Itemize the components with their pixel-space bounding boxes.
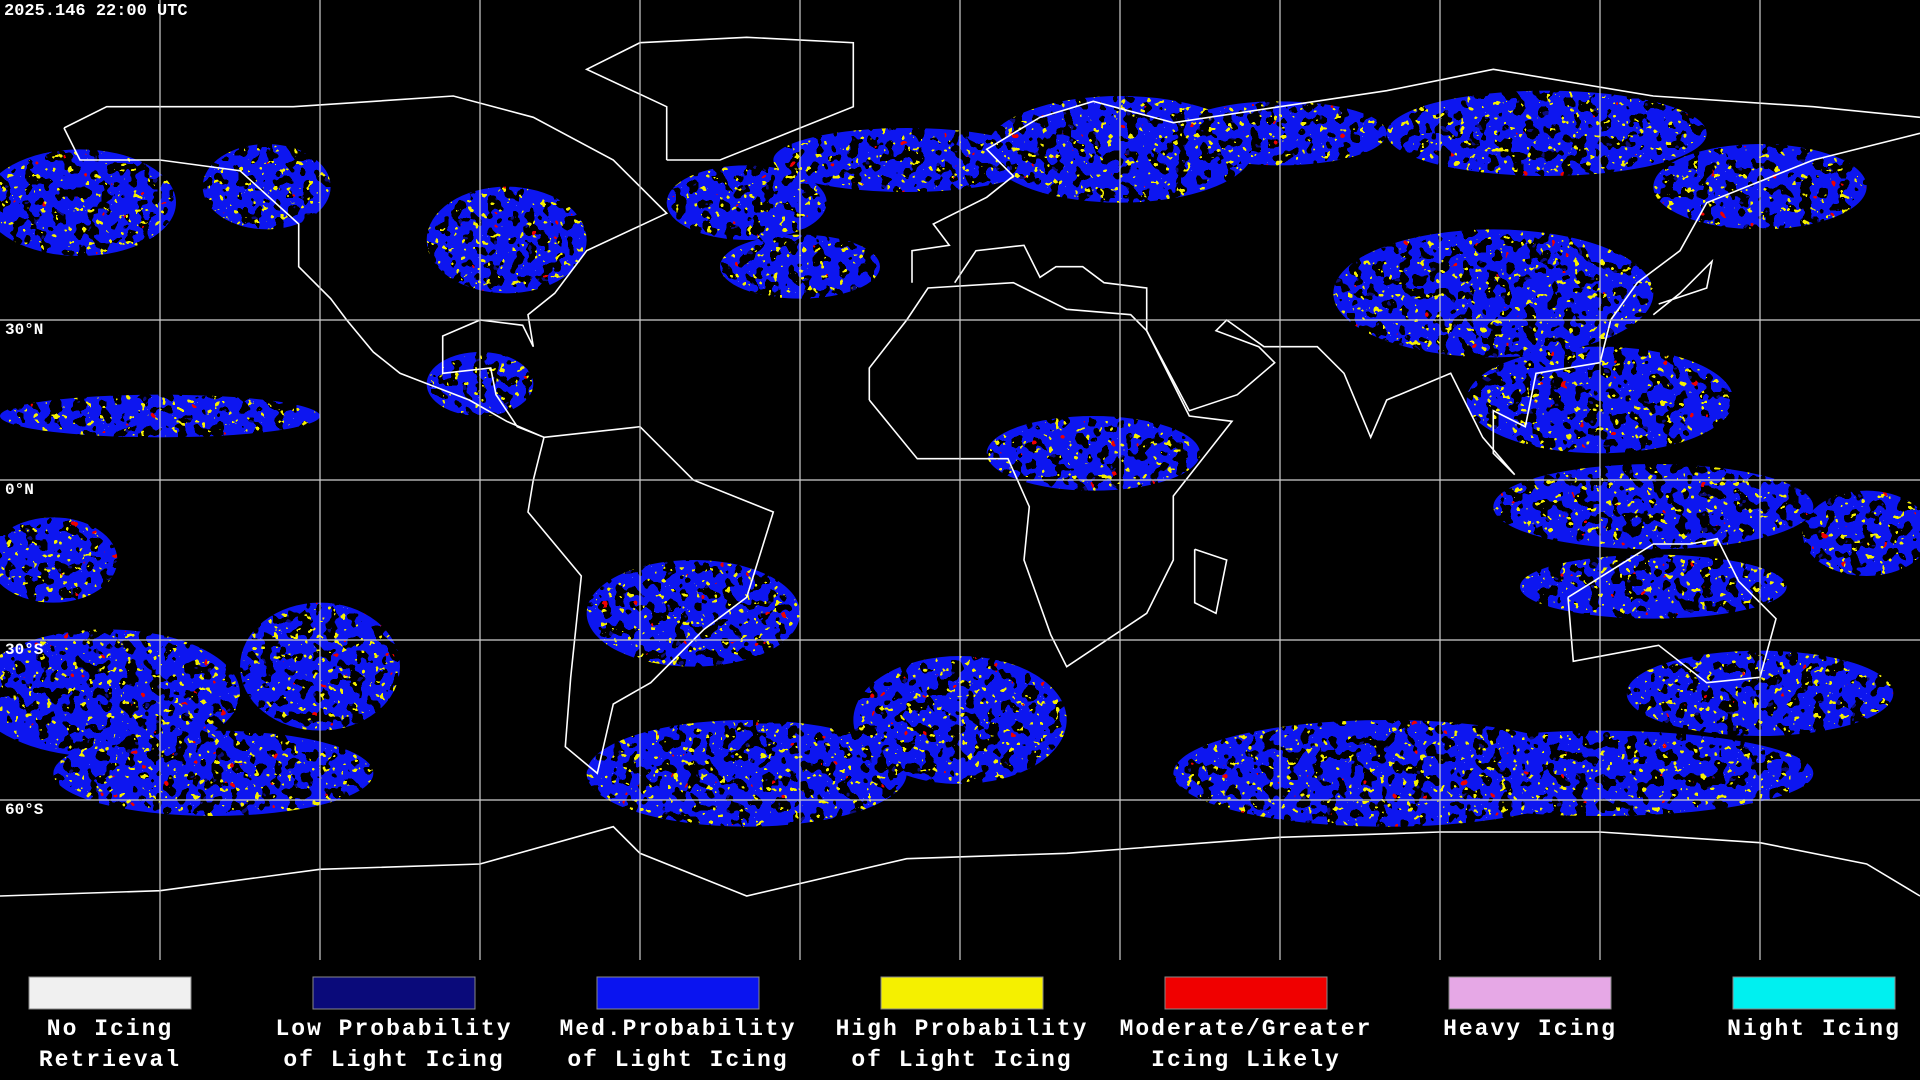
legend-label: Low Probability: [275, 1016, 512, 1042]
legend-swatch: [1164, 976, 1328, 1010]
legend-label: Icing Likely: [1151, 1047, 1341, 1073]
latitude-label: 30°S: [5, 641, 44, 659]
coastline: [1567, 537, 1777, 684]
coastline: [0, 825, 1920, 897]
latitude-label: 30°N: [5, 321, 43, 339]
legend-label: of Light Icing: [283, 1047, 504, 1073]
legend: No Icing Retrieval Low Probability of Light…: [28, 976, 1901, 1073]
legend-label: Retrieval: [39, 1047, 181, 1073]
legend-label: Moderate/Greater: [1120, 1016, 1373, 1042]
legend-swatch: [880, 976, 1044, 1010]
legend-swatch: [596, 976, 760, 1010]
legend-swatch: [1732, 976, 1896, 1010]
legend-swatch: [28, 976, 192, 1010]
coastline: [911, 68, 1920, 283]
legend-label: No Icing: [47, 1016, 173, 1042]
latitude-label: 0°N: [5, 481, 34, 499]
coastline: [527, 425, 775, 775]
coastline: [1193, 548, 1228, 615]
legend-swatch: [312, 976, 476, 1010]
latitude-labels: 30°N 0°N 30°S 60°S: [5, 321, 44, 819]
latitude-label: 60°S: [5, 801, 44, 819]
legend-label: of Light Icing: [567, 1047, 788, 1073]
legend-label: of Light Icing: [851, 1047, 1072, 1073]
coastline: [63, 95, 669, 439]
coastline: [868, 281, 1234, 668]
legend-label: Heavy Icing: [1443, 1016, 1617, 1042]
coastline: [1652, 258, 1714, 316]
timestamp: 2025.146 22:00 UTC: [4, 2, 188, 21]
legend-swatch: [1448, 976, 1612, 1010]
graticule: [0, 0, 1920, 960]
legend-label: Med.Probability: [559, 1016, 796, 1042]
legend-label: High Probability: [836, 1016, 1089, 1042]
legend-label: Night Icing: [1727, 1016, 1901, 1042]
coastline: [954, 132, 1920, 476]
